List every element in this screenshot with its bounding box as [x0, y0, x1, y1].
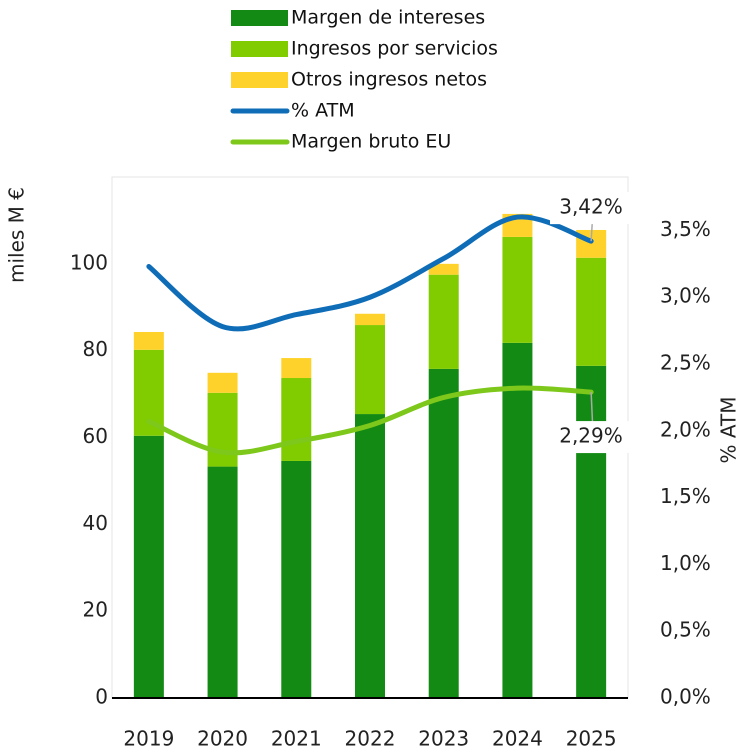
bar-segment	[428, 263, 459, 275]
y-tick-label: 100	[70, 250, 108, 274]
legend-label: Ingresos por servicios	[291, 38, 498, 60]
bar-segment	[207, 466, 238, 698]
legend-label: Margen bruto EU	[291, 131, 451, 153]
label-box	[550, 421, 632, 454]
bar-segment	[281, 460, 312, 698]
legend-label: Margen de intereses	[291, 7, 485, 29]
legend-swatch	[231, 41, 288, 57]
y2-tick-label: 2,0%	[660, 417, 711, 441]
data-label: 3,42%	[559, 195, 623, 219]
x-tick-label: 2024	[492, 727, 543, 751]
bar-segment	[207, 372, 238, 393]
legend-swatch	[231, 72, 288, 88]
y2-axis-label: % ATM	[717, 397, 741, 464]
y-tick-label: 60	[83, 424, 108, 448]
bar-segment	[281, 378, 312, 461]
bar-segment	[428, 368, 459, 698]
line	[146, 385, 594, 456]
y2-tick-label: 3,0%	[660, 284, 711, 308]
bar-segment	[133, 435, 164, 698]
legend-label: Otros ingresos netos	[291, 69, 487, 91]
x-tick-label: 2019	[123, 727, 174, 751]
line	[146, 214, 594, 332]
y-tick-label: 0	[95, 685, 108, 709]
bar-segment	[502, 342, 533, 698]
y2-tick-label: 0,0%	[660, 685, 711, 709]
y2-tick-label: 1,5%	[660, 484, 711, 508]
bar-segment	[207, 392, 238, 467]
bar-segment	[576, 257, 607, 366]
x-tick-label: 2025	[566, 727, 617, 751]
y2-tick-label: 3,5%	[660, 217, 711, 241]
x-tick-label: 2023	[418, 727, 469, 751]
bar-segment	[502, 236, 533, 343]
data-label: 2,29%	[559, 424, 623, 448]
bar-segment	[355, 414, 385, 698]
y2-tick-label: 1,0%	[660, 551, 711, 575]
y2-tick-label: 0,5%	[660, 618, 711, 642]
x-tick-label: 2021	[271, 727, 322, 751]
legend-swatch	[231, 10, 288, 26]
legend-label: % ATM	[291, 100, 355, 122]
bar-segment	[428, 274, 459, 369]
x-tick-label: 2022	[345, 727, 396, 751]
y-tick-label: 80	[83, 337, 108, 361]
y2-tick-label: 2,5%	[660, 351, 711, 375]
y-tick-label: 40	[83, 511, 108, 535]
y-axis-label: miles M €	[5, 187, 29, 283]
label-box	[550, 192, 632, 225]
y-tick-label: 20	[83, 598, 108, 622]
bar-segment	[355, 325, 385, 415]
bar-segment	[133, 331, 164, 350]
bar-segment	[281, 358, 312, 379]
bar-segment	[576, 365, 607, 698]
x-tick-label: 2020	[197, 727, 248, 751]
bar-segment	[355, 313, 385, 326]
